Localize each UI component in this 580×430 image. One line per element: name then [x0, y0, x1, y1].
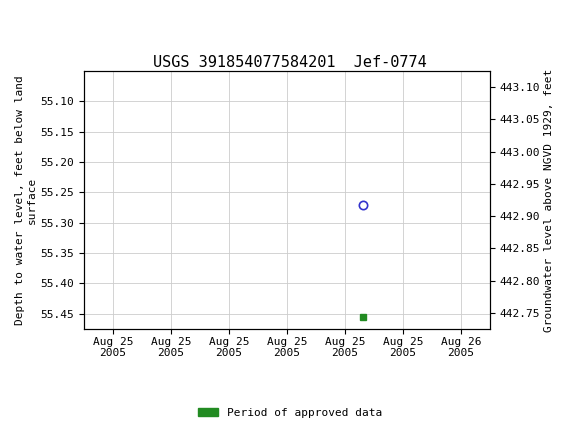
Text: USGS: USGS	[44, 13, 103, 32]
Text: USGS 391854077584201  Jef-0774: USGS 391854077584201 Jef-0774	[153, 55, 427, 70]
Legend: Period of approved data: Period of approved data	[194, 403, 386, 422]
Y-axis label: Depth to water level, feet below land
surface: Depth to water level, feet below land su…	[15, 75, 37, 325]
Y-axis label: Groundwater level above NGVD 1929, feet: Groundwater level above NGVD 1929, feet	[545, 68, 554, 332]
